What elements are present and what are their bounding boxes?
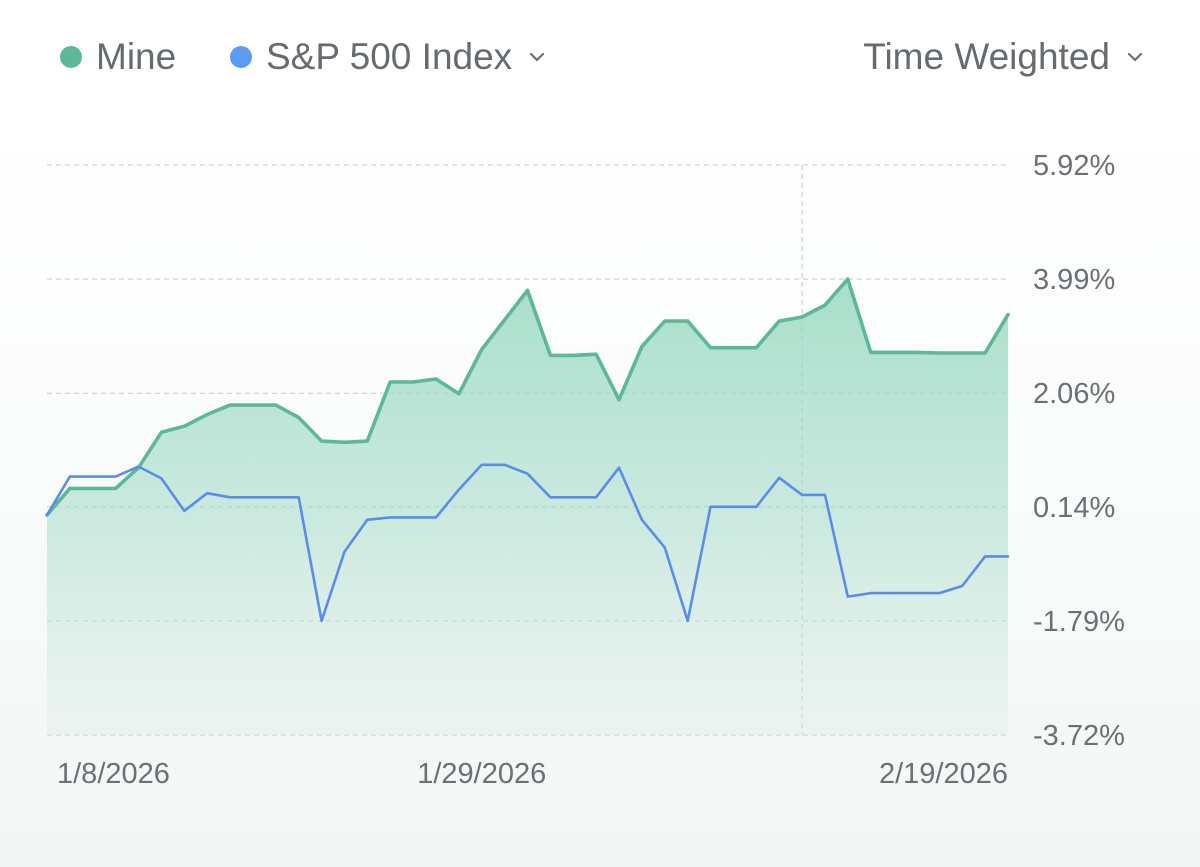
mine-area-fill [47, 279, 1008, 735]
chart-header: Mine S&P 500 Index Time Weighted [0, 0, 1200, 115]
y-tick-label: 2.06% [1033, 378, 1115, 410]
x-tick-label: 2/19/2026 [879, 758, 1008, 790]
y-tick-label: -3.72% [1033, 720, 1125, 752]
return-method-label: Time Weighted [863, 36, 1110, 77]
y-tick-label: -1.79% [1033, 606, 1125, 638]
chevron-down-icon [1127, 52, 1143, 62]
legend-mine[interactable]: Mine [60, 34, 176, 80]
y-tick-label: 0.14% [1033, 492, 1115, 524]
benchmark-selector[interactable]: S&P 500 Index [230, 34, 546, 80]
y-tick-label: 3.99% [1033, 264, 1115, 296]
x-tick-label: 1/29/2026 [417, 758, 546, 790]
legend-mine-label: Mine [96, 36, 177, 77]
y-tick-label: 5.92% [1033, 150, 1115, 182]
benchmark-series-line [45, 463, 1010, 623]
benchmark-dot-icon [230, 46, 252, 68]
mine-dot-icon [60, 46, 82, 68]
mine-series-line [45, 277, 1010, 517]
benchmark-label: S&P 500 Index [266, 36, 513, 77]
x-tick-label: 1/8/2026 [57, 758, 170, 790]
return-method-selector[interactable]: Time Weighted [863, 34, 1144, 80]
chevron-down-icon [530, 52, 545, 62]
